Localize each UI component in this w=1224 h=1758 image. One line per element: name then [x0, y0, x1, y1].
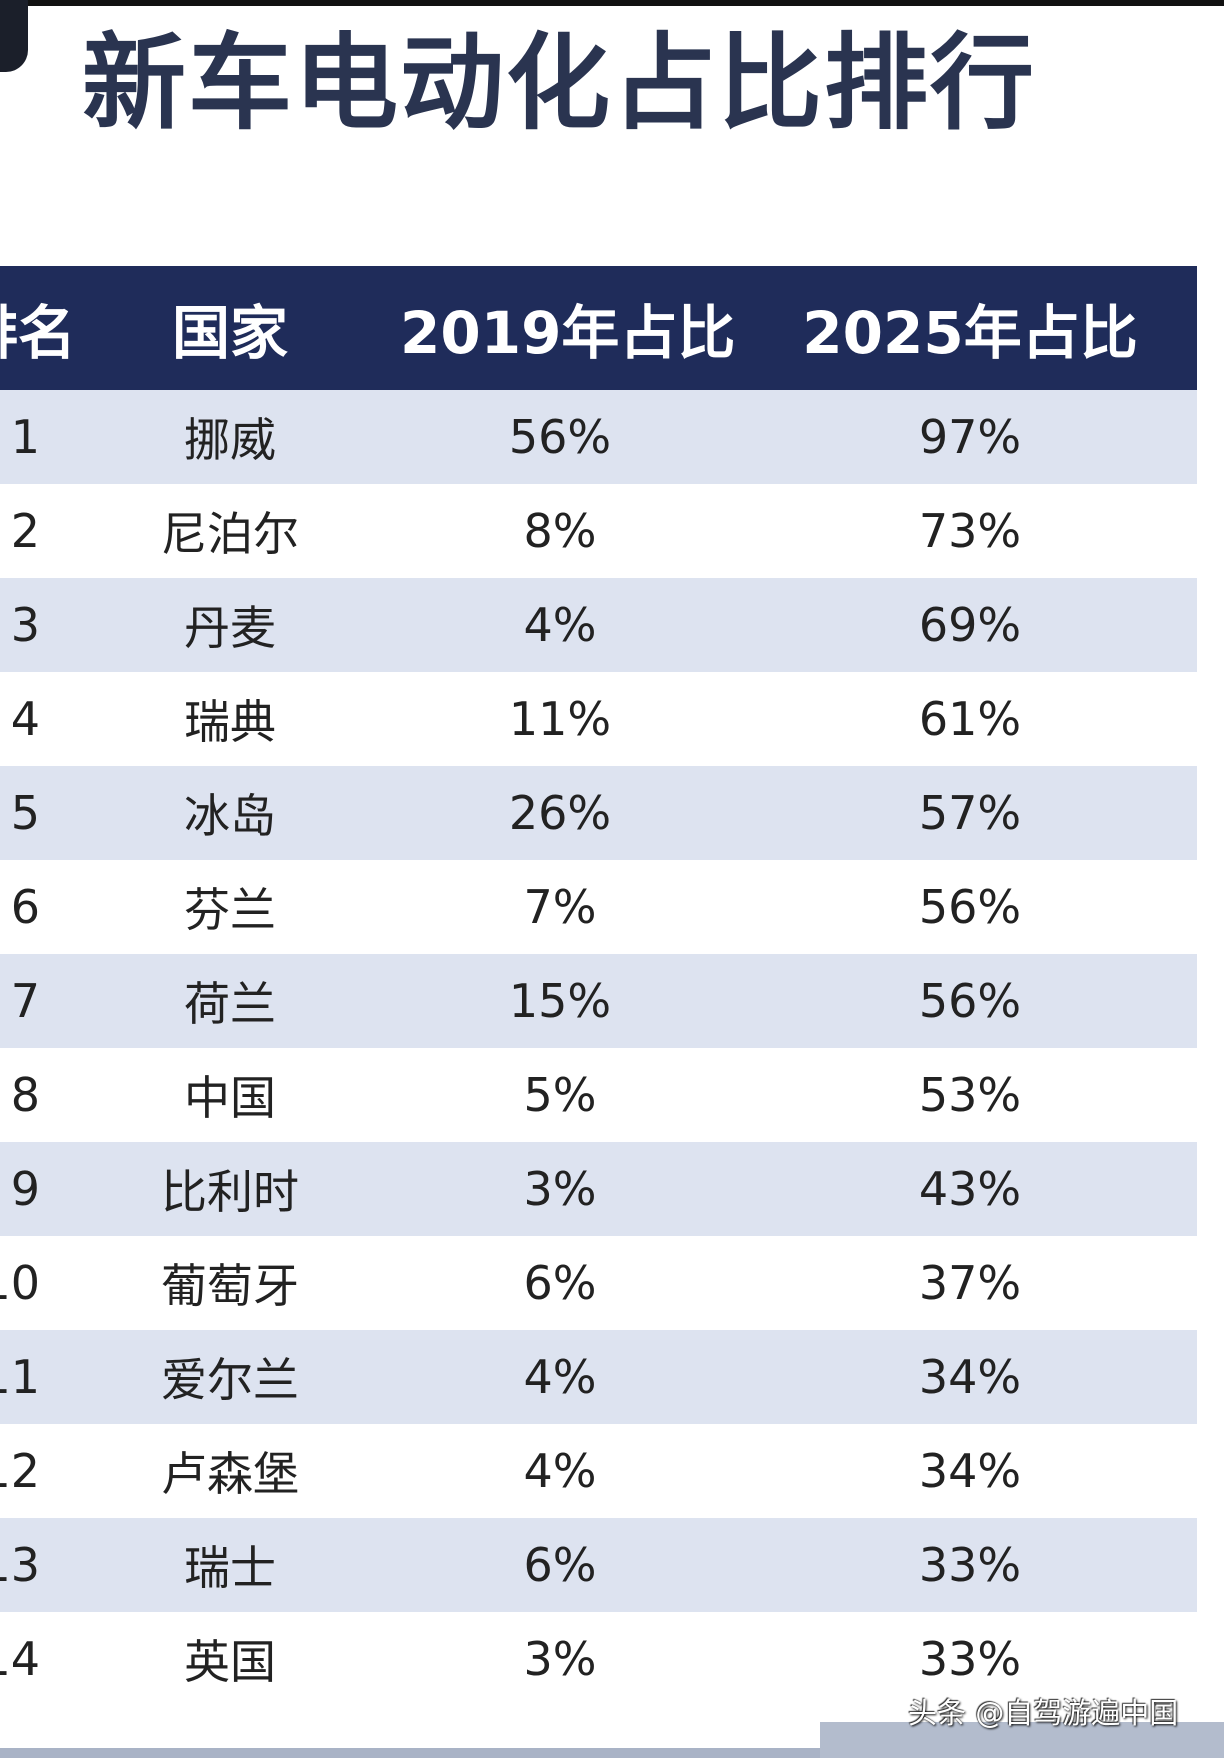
- share-2025-cell: 97%: [918, 410, 1022, 464]
- country-cell: 爱尔兰: [161, 1353, 299, 1407]
- table-row: 4 瑞典 11% 61%: [0, 672, 1197, 766]
- rank-cell: 10: [0, 1256, 40, 1310]
- share-2025-cell: 56%: [918, 974, 1022, 1028]
- rank-cell: 3: [10, 598, 40, 652]
- country-cell: 瑞士: [184, 1541, 276, 1595]
- table-row: 14 英国 3% 33%: [0, 1612, 1197, 1706]
- share-2019-cell: 8%: [523, 504, 597, 558]
- header-2025: 2025年占比: [802, 299, 1138, 367]
- share-2025-cell: 33%: [918, 1632, 1022, 1686]
- share-2019-cell: 7%: [523, 880, 597, 934]
- header-2019: 2019年占比: [400, 299, 736, 367]
- table-row: 8 中国 5% 53%: [0, 1048, 1197, 1142]
- table-row: 10 葡萄牙 6% 37%: [0, 1236, 1197, 1330]
- share-2025-cell: 57%: [918, 786, 1022, 840]
- country-cell: 荷兰: [184, 977, 276, 1031]
- rank-cell: 14: [0, 1632, 40, 1686]
- share-2019-cell: 3%: [523, 1632, 597, 1686]
- country-cell: 冰岛: [184, 789, 276, 843]
- share-2025-cell: 53%: [918, 1068, 1022, 1122]
- share-2025-cell: 33%: [918, 1538, 1022, 1592]
- country-cell: 尼泊尔: [161, 507, 299, 561]
- share-2025-cell: 73%: [918, 504, 1022, 558]
- share-2025-cell: 37%: [918, 1256, 1022, 1310]
- share-2019-cell: 5%: [523, 1068, 597, 1122]
- rank-cell: 7: [10, 974, 40, 1028]
- table-row: 1 挪威 56% 97%: [0, 390, 1197, 484]
- share-2025-cell: 43%: [918, 1162, 1022, 1216]
- corner-decoration: [0, 0, 28, 72]
- share-2019-cell: 6%: [523, 1256, 597, 1310]
- table-row: 7 荷兰 15% 56%: [0, 954, 1197, 1048]
- share-2025-cell: 34%: [918, 1350, 1022, 1404]
- country-cell: 比利时: [161, 1165, 299, 1219]
- ranking-table: 排名 国家 2019年占比 2025年占比 1挪威56%97%2尼泊尔8%73%…: [0, 266, 1197, 1706]
- country-cell: 英国: [184, 1635, 276, 1689]
- country-cell: 葡萄牙: [161, 1259, 299, 1313]
- rank-cell: 6: [10, 880, 40, 934]
- share-2019-cell: 11%: [508, 692, 612, 746]
- rank-cell: 2: [10, 504, 40, 558]
- table-row: 3 丹麦 4% 69%: [0, 578, 1197, 672]
- share-2019-cell: 56%: [508, 410, 612, 464]
- share-2019-cell: 4%: [523, 1350, 597, 1404]
- bottom-bar: [0, 1748, 820, 1758]
- table-row: 5 冰岛 26% 57%: [0, 766, 1197, 860]
- country-cell: 瑞典: [184, 695, 276, 749]
- rank-cell: 9: [10, 1162, 40, 1216]
- table-header: 排名 国家 2019年占比 2025年占比: [0, 266, 1197, 390]
- share-2019-cell: 26%: [508, 786, 612, 840]
- rank-cell: 13: [0, 1538, 40, 1592]
- rank-cell: 4: [10, 692, 40, 746]
- table-row: 9 比利时 3% 43%: [0, 1142, 1197, 1236]
- share-2025-cell: 56%: [918, 880, 1022, 934]
- table-row: 2 尼泊尔 8% 73%: [0, 484, 1197, 578]
- country-cell: 卢森堡: [161, 1447, 299, 1501]
- header-country: 国家: [171, 299, 288, 367]
- share-2019-cell: 3%: [523, 1162, 597, 1216]
- top-border: [0, 0, 1224, 6]
- table-row: 13 瑞士 6% 33%: [0, 1518, 1197, 1612]
- share-2025-cell: 34%: [918, 1444, 1022, 1498]
- rank-cell: 11: [0, 1350, 40, 1404]
- share-2019-cell: 4%: [523, 1444, 597, 1498]
- share-2025-cell: 61%: [918, 692, 1022, 746]
- watermark: 头条 @自驾游遍中国: [908, 1696, 1179, 1730]
- rank-cell: 8: [10, 1068, 40, 1122]
- country-cell: 挪威: [184, 413, 276, 467]
- table-row: 12 卢森堡 4% 34%: [0, 1424, 1197, 1518]
- rank-cell: 1: [10, 410, 40, 464]
- bottom-bar-right: [820, 1722, 1224, 1758]
- country-cell: 中国: [184, 1071, 276, 1125]
- share-2019-cell: 6%: [523, 1538, 597, 1592]
- rank-cell: 12: [0, 1444, 40, 1498]
- share-2019-cell: 4%: [523, 598, 597, 652]
- page-title: 新车电动化占比排行: [82, 22, 1037, 144]
- header-rank: 排名: [0, 299, 77, 367]
- table-row: 11 爱尔兰 4% 34%: [0, 1330, 1197, 1424]
- rank-cell: 5: [10, 786, 40, 840]
- country-cell: 芬兰: [184, 883, 276, 937]
- share-2019-cell: 15%: [508, 974, 612, 1028]
- country-cell: 丹麦: [184, 601, 276, 655]
- share-2025-cell: 69%: [918, 598, 1022, 652]
- table-row: 6 芬兰 7% 56%: [0, 860, 1197, 954]
